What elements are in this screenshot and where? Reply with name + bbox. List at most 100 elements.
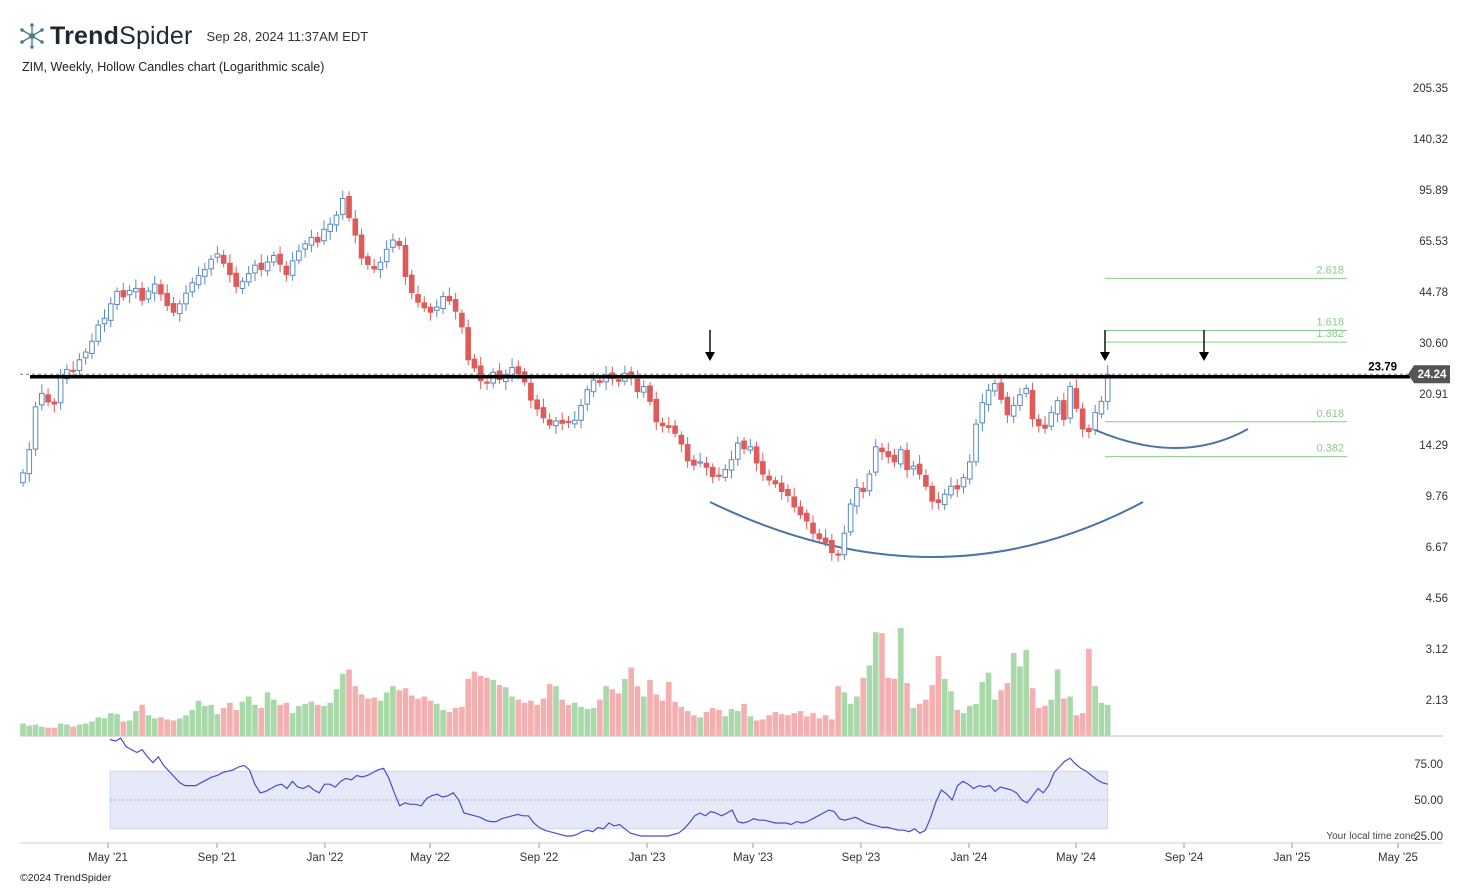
resistance-label: 23.79	[1368, 362, 1397, 374]
candle-body	[785, 489, 791, 497]
candle-body	[697, 461, 703, 464]
candle-body	[734, 442, 741, 460]
candle-body	[289, 260, 296, 276]
candle-body	[553, 420, 559, 427]
candle-body	[891, 454, 898, 463]
candle-body	[741, 440, 747, 450]
volume-bar	[396, 690, 402, 736]
volume-bar	[722, 716, 729, 736]
candle-body	[597, 380, 603, 383]
down-arrow-icon	[1100, 330, 1110, 361]
volume-bar	[233, 710, 239, 736]
time-tick-label: Sep '21	[198, 852, 237, 864]
candle-body	[584, 389, 591, 405]
candle-body	[296, 250, 302, 261]
time-tick-label: May '22	[410, 852, 450, 864]
candle-body	[114, 290, 120, 305]
price-tick-label: 3.12	[1426, 644, 1448, 656]
candle-body	[528, 382, 534, 401]
candle-body	[778, 482, 785, 493]
volume-bar	[841, 692, 848, 736]
fib-label: 0.618	[1316, 408, 1344, 420]
candle-body	[929, 485, 935, 502]
volume-bar	[133, 711, 139, 736]
volume-bar	[1004, 683, 1011, 736]
volume-bar	[377, 700, 384, 736]
candle-body	[1048, 412, 1055, 427]
volume-bar	[904, 683, 910, 736]
chart-subtitle: ZIM, Weekly, Hollow Candles chart (Logar…	[22, 60, 325, 74]
volume-bar	[891, 678, 898, 736]
volume-bar	[32, 724, 39, 736]
volume-bar	[308, 701, 315, 736]
volume-bar	[51, 727, 58, 736]
volume-bar	[860, 677, 866, 736]
candle-body	[979, 402, 986, 424]
volume-bar	[427, 700, 434, 736]
volume-bar	[760, 719, 766, 736]
volume-bar	[1035, 707, 1042, 736]
candle-body	[446, 296, 453, 302]
volume-bar	[1010, 652, 1017, 736]
volume-bar	[101, 718, 108, 736]
candle-body	[691, 459, 697, 466]
volume-bar	[365, 698, 371, 736]
time-tick-label: Jan '24	[951, 852, 988, 864]
rsi-tick-label: 25.00	[1414, 831, 1443, 843]
down-arrow-icon	[705, 330, 715, 361]
candle-body	[314, 236, 321, 243]
candle-body	[703, 462, 710, 468]
candle-body	[797, 506, 804, 516]
candle-body	[985, 389, 992, 406]
candle-body	[133, 287, 139, 293]
volume-bar	[264, 692, 271, 736]
candle-body	[640, 386, 647, 393]
volume-bar	[672, 701, 678, 736]
candle-body	[841, 532, 848, 556]
time-tick-label: May '24	[1056, 852, 1097, 864]
price-tick-label: 2.13	[1426, 695, 1448, 707]
candle-body	[145, 290, 152, 300]
volume-bar	[653, 694, 660, 736]
volume-bar	[490, 679, 497, 736]
volume-bar	[785, 715, 791, 736]
candle-body	[371, 265, 377, 270]
down-arrow-icon	[1199, 330, 1209, 361]
candle-body	[1073, 388, 1080, 409]
candle-body	[1023, 387, 1030, 394]
candle-body	[283, 265, 290, 276]
volume-bar	[1104, 704, 1111, 736]
volume-bar	[898, 628, 904, 736]
candle-body	[960, 477, 967, 488]
candle-body	[120, 290, 127, 298]
volume-bar	[371, 697, 377, 736]
resistance-level[interactable]: 23.79 24.24	[20, 362, 1450, 384]
header: TrendSpider Sep 28, 2024 11:37AM EDT	[18, 18, 368, 54]
volume-bars	[20, 628, 1111, 736]
candle-body	[427, 306, 434, 313]
candle-body	[1042, 424, 1048, 429]
candle-body	[452, 299, 459, 312]
brand-name: TrendSpider	[50, 21, 193, 50]
candles	[20, 190, 1111, 562]
volume-bar	[289, 713, 296, 736]
candle-body	[590, 379, 597, 393]
volume-bar	[314, 704, 321, 736]
volume-bar	[346, 669, 352, 736]
volume-bar	[916, 703, 923, 736]
volume-bar	[183, 715, 189, 736]
volume-bar	[992, 699, 998, 736]
time-tick-label: Sep '22	[520, 852, 559, 864]
candle-body	[421, 302, 428, 309]
candle-body	[860, 487, 866, 493]
volume-bar	[960, 713, 967, 736]
volume-bar	[245, 696, 252, 736]
volume-bar	[459, 706, 465, 736]
candle-body	[383, 248, 390, 263]
candle-body	[321, 228, 327, 242]
volume-bar	[440, 710, 446, 736]
volume-bar	[666, 682, 672, 736]
candle-body	[578, 404, 584, 421]
candle-body	[459, 312, 465, 328]
